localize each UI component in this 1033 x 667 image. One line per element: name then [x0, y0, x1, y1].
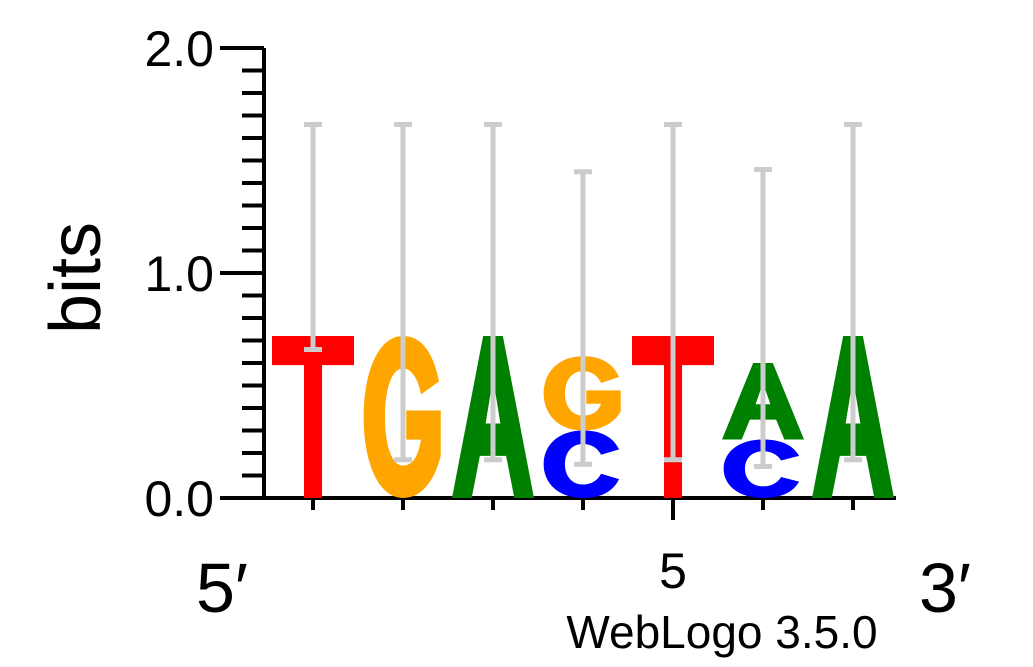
logo-stack-position-7 — [812, 336, 894, 498]
logo-stack-position-3 — [452, 336, 534, 498]
y-axis: 0.0 1.0 2.0 — [144, 21, 266, 527]
letter-T — [272, 336, 354, 498]
letter-C — [543, 430, 620, 498]
y-tick-label: 1.0 — [144, 246, 214, 302]
error-bar-position-6 — [754, 167, 772, 469]
logo-stack-position-6 — [722, 363, 804, 498]
x-axis-3prime-label: 3′ — [919, 549, 971, 627]
letter-G — [363, 336, 441, 498]
error-bar-position-7 — [844, 122, 862, 463]
weblogo-version-footer: WebLogo 3.5.0 — [566, 606, 877, 658]
logo-stack-position-1 — [272, 336, 354, 498]
letter-C — [723, 439, 800, 498]
x-axis-5prime-label: 5′ — [196, 549, 248, 627]
letter-A — [722, 363, 804, 440]
letter-G — [543, 356, 621, 431]
error-bar-position-3 — [484, 122, 502, 463]
letter-A — [812, 336, 894, 498]
letter-stacks — [272, 336, 894, 498]
error-bar-position-1 — [304, 122, 322, 352]
error-bar-position-4 — [574, 169, 592, 467]
letter-A — [452, 336, 534, 498]
x-axis: 5 — [262, 496, 896, 599]
error-bar-position-5 — [664, 122, 682, 463]
error-bars — [304, 122, 862, 469]
logo-stack-position-2 — [363, 336, 441, 498]
error-bar-position-2 — [394, 122, 412, 463]
axis-labels: bits 5′ 3′ WebLogo 3.5.0 — [36, 222, 971, 658]
logo-stack-position-4 — [543, 356, 621, 498]
y-tick-label: 0.0 — [144, 471, 214, 527]
y-tick-label: 2.0 — [144, 21, 214, 77]
y-axis-title: bits — [36, 222, 116, 334]
x-position-label: 5 — [659, 543, 687, 599]
